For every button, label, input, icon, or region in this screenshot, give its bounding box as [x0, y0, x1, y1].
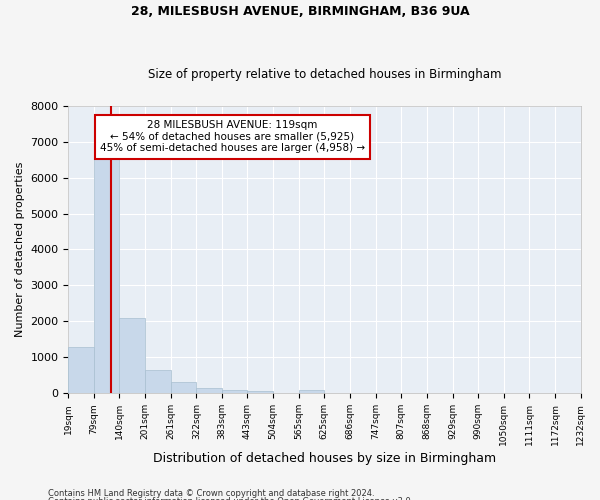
- Bar: [68, 346, 94, 393]
- X-axis label: Distribution of detached houses by size in Birmingham: Distribution of detached houses by size …: [153, 452, 496, 465]
- Bar: [299, 390, 324, 393]
- Y-axis label: Number of detached properties: Number of detached properties: [15, 162, 25, 337]
- Title: Size of property relative to detached houses in Birmingham: Size of property relative to detached ho…: [148, 68, 501, 81]
- Bar: [94, 158, 119, 393]
- Text: Contains public sector information licensed under the Open Government Licence v3: Contains public sector information licen…: [48, 497, 413, 500]
- Bar: [170, 382, 196, 393]
- Bar: [247, 391, 273, 393]
- Text: 28, MILESBUSH AVENUE, BIRMINGHAM, B36 9UA: 28, MILESBUSH AVENUE, BIRMINGHAM, B36 9U…: [131, 5, 469, 18]
- Bar: [145, 370, 170, 393]
- Text: 28 MILESBUSH AVENUE: 119sqm
← 54% of detached houses are smaller (5,925)
45% of : 28 MILESBUSH AVENUE: 119sqm ← 54% of det…: [100, 120, 365, 154]
- Bar: [119, 318, 145, 393]
- Bar: [196, 388, 222, 393]
- Bar: [222, 390, 247, 393]
- Text: Contains HM Land Registry data © Crown copyright and database right 2024.: Contains HM Land Registry data © Crown c…: [48, 488, 374, 498]
